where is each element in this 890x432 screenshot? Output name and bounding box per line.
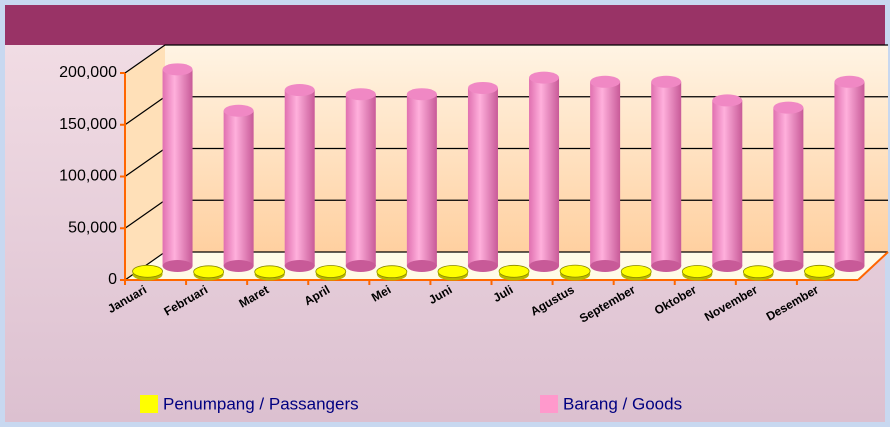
bar-body	[834, 81, 865, 267]
bar-top	[498, 264, 530, 278]
bar	[498, 264, 530, 281]
bar	[590, 75, 621, 272]
bar-body	[529, 77, 560, 266]
bar-body	[223, 110, 254, 266]
bar-top	[223, 104, 254, 117]
bar-body	[345, 94, 376, 266]
bar	[406, 88, 437, 272]
y-tick-label: 200,000	[59, 64, 117, 81]
bar-top	[406, 88, 437, 101]
bar	[529, 71, 560, 272]
bar-top	[162, 63, 193, 76]
bar-base	[529, 260, 560, 272]
grid-line	[124, 44, 888, 74]
bar-top	[529, 71, 560, 84]
y-tick-label: 150,000	[59, 116, 117, 133]
legend-label: Barang / Goods	[563, 394, 682, 413]
bar-top	[742, 265, 774, 279]
header-band	[5, 5, 885, 45]
bar	[712, 94, 743, 272]
bar-base	[406, 260, 437, 272]
bar-body	[773, 107, 804, 267]
bar	[773, 101, 804, 272]
bar-base	[284, 260, 315, 272]
bar-base	[651, 260, 682, 272]
bar	[804, 264, 835, 281]
bar-top	[559, 264, 591, 278]
bar-body	[162, 69, 193, 266]
bar-top	[651, 75, 682, 88]
bar-body	[590, 81, 621, 267]
bar-body	[406, 94, 437, 266]
y-tick-label: 0	[108, 271, 117, 288]
bar-top	[193, 265, 225, 279]
bar	[345, 88, 376, 272]
bar-top	[590, 75, 621, 88]
bar	[742, 265, 774, 281]
bar-top	[376, 265, 408, 279]
bar	[651, 75, 682, 272]
bar	[193, 265, 225, 281]
legend-swatch	[140, 395, 158, 413]
bar	[162, 63, 193, 272]
bar-body	[651, 81, 682, 267]
bar-body	[712, 100, 743, 267]
bar-base	[345, 260, 376, 272]
bar	[315, 265, 347, 281]
bar-base	[162, 260, 193, 272]
y-tick-label: 100,000	[59, 168, 117, 185]
bar	[559, 264, 591, 281]
bar-top	[681, 265, 713, 278]
bar-top	[712, 94, 743, 107]
bar-top	[284, 84, 315, 97]
bar-top	[773, 101, 804, 114]
bar	[284, 84, 315, 272]
bar	[132, 264, 163, 281]
bar	[834, 75, 865, 272]
bar-top	[437, 265, 469, 278]
bar-base	[773, 260, 804, 272]
bar-base	[223, 260, 254, 272]
legend-swatch	[540, 395, 558, 413]
y-tick-label: 50,000	[68, 219, 117, 236]
legend-label: Penumpang / Passangers	[163, 394, 359, 413]
bar	[437, 265, 469, 281]
bar-top	[834, 75, 865, 88]
bar	[681, 265, 713, 281]
bar-base	[590, 260, 621, 272]
bar	[376, 265, 408, 281]
bar-top	[467, 81, 498, 94]
bar-top	[315, 265, 347, 278]
bar	[254, 265, 286, 281]
bar	[223, 104, 254, 272]
bar-body	[284, 90, 315, 266]
bar	[467, 81, 498, 272]
bar-top	[345, 88, 376, 101]
bar-top	[804, 264, 835, 278]
bar-base	[834, 260, 865, 272]
bar-body	[467, 87, 498, 266]
bar-base	[712, 260, 743, 272]
bar-base	[467, 260, 498, 272]
bar-top	[620, 265, 652, 278]
bar-top	[132, 264, 163, 278]
bar	[620, 265, 652, 281]
floor-edge	[857, 251, 889, 281]
bar-top	[254, 265, 286, 279]
